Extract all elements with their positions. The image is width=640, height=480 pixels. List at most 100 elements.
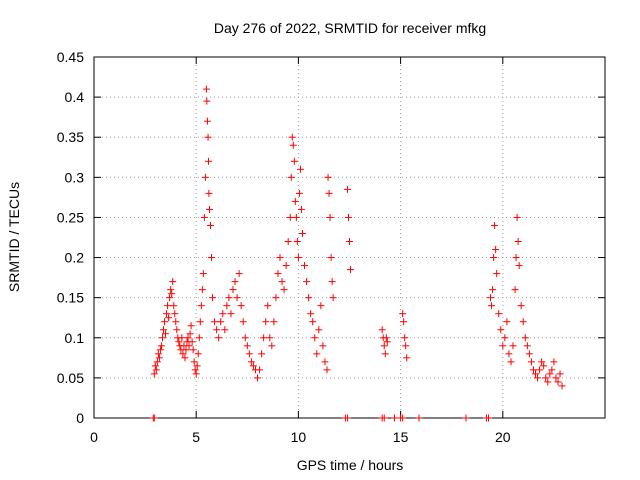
data-point	[211, 318, 219, 326]
data-point	[487, 294, 495, 302]
data-point	[209, 294, 217, 302]
data-point	[380, 342, 388, 350]
data-point	[542, 374, 550, 382]
points	[149, 85, 566, 422]
data-point	[514, 238, 522, 246]
data-point	[178, 334, 186, 342]
data-point	[163, 310, 171, 318]
data-point	[343, 414, 351, 422]
data-point	[558, 382, 566, 390]
data-point	[284, 238, 292, 246]
data-point	[185, 342, 193, 350]
data-point	[309, 318, 317, 326]
data-point	[205, 205, 213, 213]
data-point	[152, 366, 160, 374]
data-point	[247, 358, 255, 366]
data-point	[295, 189, 303, 197]
data-point	[266, 334, 274, 342]
data-point	[256, 366, 264, 374]
data-point	[521, 334, 529, 342]
data-point	[399, 414, 407, 422]
data-point	[205, 189, 213, 197]
data-point	[272, 294, 280, 302]
data-point	[329, 294, 337, 302]
data-point	[194, 350, 202, 358]
data-point	[495, 310, 503, 318]
data-point	[317, 302, 325, 310]
data-point	[382, 334, 390, 342]
data-point	[254, 374, 262, 382]
data-point	[167, 286, 175, 294]
data-point	[415, 414, 423, 422]
data-point	[262, 318, 270, 326]
data-point	[326, 213, 334, 221]
y-tick-label: 0.35	[57, 129, 84, 145]
data-point	[403, 354, 411, 362]
data-point	[191, 366, 199, 374]
data-point	[158, 334, 166, 342]
data-point	[172, 318, 180, 326]
data-point	[491, 221, 499, 229]
data-point	[153, 358, 161, 366]
data-point	[219, 310, 227, 318]
chart-title: Day 276 of 2022, SRMTID for receiver mfk…	[214, 20, 486, 36]
data-point	[223, 302, 231, 310]
data-point	[213, 326, 221, 334]
y-tick-label: 0.1	[65, 330, 85, 346]
grid	[94, 57, 605, 418]
data-point	[235, 270, 243, 278]
data-point	[292, 213, 300, 221]
data-point	[315, 326, 323, 334]
data-point	[346, 238, 353, 246]
data-point	[527, 358, 535, 366]
data-point	[164, 302, 172, 310]
data-point	[303, 278, 311, 286]
data-point	[161, 318, 169, 326]
data-point	[196, 318, 204, 326]
data-point	[203, 97, 211, 105]
data-point	[554, 378, 562, 386]
data-point	[552, 374, 560, 382]
data-point	[525, 350, 533, 358]
data-point	[171, 310, 179, 318]
data-point	[291, 197, 299, 205]
data-point	[204, 133, 212, 141]
data-point	[319, 342, 327, 350]
data-point	[499, 342, 507, 350]
data-point	[540, 362, 548, 370]
data-point	[325, 189, 333, 197]
data-point	[399, 310, 407, 318]
data-point	[274, 270, 282, 278]
data-point	[290, 157, 298, 165]
data-point	[400, 318, 408, 326]
data-point	[243, 342, 251, 350]
data-point	[550, 358, 558, 366]
data-point	[321, 358, 329, 366]
data-point	[381, 350, 389, 358]
data-point	[484, 414, 492, 422]
data-point	[511, 286, 519, 294]
data-point	[260, 334, 268, 342]
data-point	[286, 213, 294, 221]
data-point	[268, 342, 276, 350]
y-tick-label: 0.2	[65, 250, 85, 266]
data-point	[538, 358, 546, 366]
data-point	[202, 85, 210, 93]
x-tick-label: 5	[192, 429, 200, 445]
data-point	[208, 254, 216, 262]
data-point	[296, 165, 304, 173]
data-point	[200, 213, 208, 221]
data-point	[497, 326, 505, 334]
data-point	[188, 338, 196, 346]
data-point	[215, 334, 223, 342]
data-point	[556, 370, 564, 378]
data-point	[189, 346, 197, 354]
data-point	[207, 221, 215, 229]
data-point	[245, 350, 253, 358]
data-point	[513, 213, 521, 221]
data-point	[280, 286, 288, 294]
data-point	[507, 358, 515, 366]
data-point	[503, 318, 511, 326]
x-tick-label: 0	[90, 429, 98, 445]
